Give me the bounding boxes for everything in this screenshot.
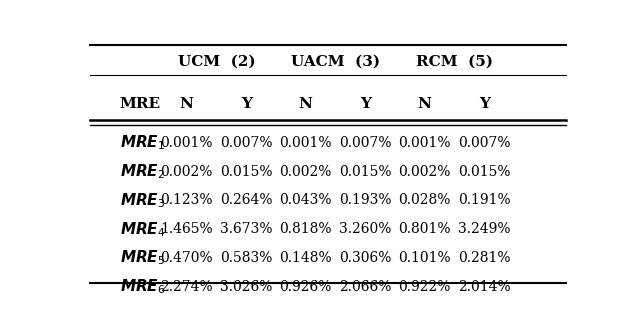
- Text: 0.922%: 0.922%: [399, 280, 451, 294]
- Text: 0.470%: 0.470%: [161, 251, 213, 265]
- Text: 2.274%: 2.274%: [161, 280, 213, 294]
- Text: $\boldsymbol{MRE}_{6}$: $\boldsymbol{MRE}_{6}$: [120, 278, 165, 296]
- Text: $\boldsymbol{MRE}_{3}$: $\boldsymbol{MRE}_{3}$: [120, 191, 165, 210]
- Text: N: N: [299, 97, 312, 111]
- Text: UCM  (2): UCM (2): [177, 55, 255, 69]
- Text: Y: Y: [241, 97, 252, 111]
- Text: 0.007%: 0.007%: [220, 136, 273, 150]
- Text: 2.066%: 2.066%: [339, 280, 392, 294]
- Text: 0.015%: 0.015%: [339, 165, 392, 179]
- Text: 0.818%: 0.818%: [280, 222, 332, 236]
- Text: 0.002%: 0.002%: [280, 165, 332, 179]
- Text: 0.001%: 0.001%: [280, 136, 332, 150]
- Text: 0.015%: 0.015%: [220, 165, 273, 179]
- Text: 0.926%: 0.926%: [280, 280, 332, 294]
- Text: 0.002%: 0.002%: [399, 165, 451, 179]
- Text: 0.007%: 0.007%: [339, 136, 392, 150]
- Text: 0.002%: 0.002%: [161, 165, 213, 179]
- Text: 1.465%: 1.465%: [161, 222, 213, 236]
- Text: 2.014%: 2.014%: [458, 280, 511, 294]
- Text: 0.264%: 0.264%: [220, 193, 273, 207]
- Text: UACM  (3): UACM (3): [291, 55, 380, 69]
- Text: 0.801%: 0.801%: [399, 222, 451, 236]
- Text: $\boldsymbol{MRE}_{2}$: $\boldsymbol{MRE}_{2}$: [120, 162, 165, 181]
- Text: 3.249%: 3.249%: [458, 222, 511, 236]
- Text: 0.191%: 0.191%: [458, 193, 511, 207]
- Text: $\boldsymbol{MRE}_{4}$: $\boldsymbol{MRE}_{4}$: [120, 220, 165, 239]
- Text: 0.028%: 0.028%: [399, 193, 451, 207]
- Text: 0.148%: 0.148%: [280, 251, 332, 265]
- Text: N: N: [418, 97, 431, 111]
- Text: 0.193%: 0.193%: [339, 193, 392, 207]
- Text: 0.583%: 0.583%: [220, 251, 273, 265]
- Text: Y: Y: [479, 97, 490, 111]
- Text: 0.001%: 0.001%: [161, 136, 213, 150]
- Text: 3.026%: 3.026%: [220, 280, 273, 294]
- Text: 0.281%: 0.281%: [458, 251, 511, 265]
- Text: 0.101%: 0.101%: [399, 251, 451, 265]
- Text: 0.043%: 0.043%: [280, 193, 332, 207]
- Text: 0.015%: 0.015%: [458, 165, 511, 179]
- Text: N: N: [180, 97, 193, 111]
- Text: MRE: MRE: [120, 97, 161, 111]
- Text: 3.260%: 3.260%: [339, 222, 392, 236]
- Text: 3.673%: 3.673%: [220, 222, 273, 236]
- Text: $\boldsymbol{MRE}_{1}$: $\boldsymbol{MRE}_{1}$: [120, 134, 165, 152]
- Text: 0.007%: 0.007%: [458, 136, 511, 150]
- Text: RCM  (5): RCM (5): [416, 55, 493, 69]
- Text: Y: Y: [360, 97, 371, 111]
- Text: 0.123%: 0.123%: [161, 193, 213, 207]
- Text: 0.001%: 0.001%: [399, 136, 451, 150]
- Text: 0.306%: 0.306%: [339, 251, 392, 265]
- Text: $\boldsymbol{MRE}_{5}$: $\boldsymbol{MRE}_{5}$: [120, 249, 165, 267]
